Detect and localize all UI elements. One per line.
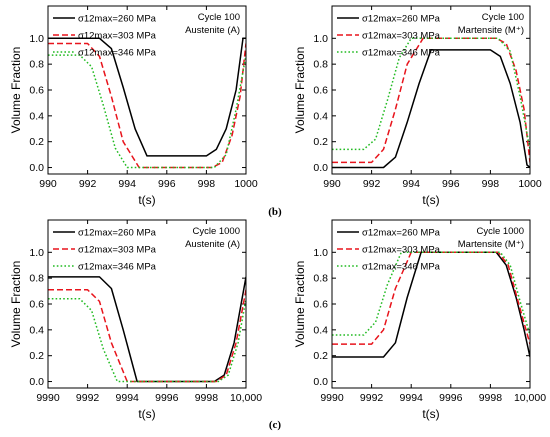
plot-frame xyxy=(331,219,531,389)
plot-frame xyxy=(47,219,247,389)
plot-frame xyxy=(47,5,247,175)
x-tick-label: 990 xyxy=(39,178,57,190)
y-tick-label: 0.6 xyxy=(313,299,328,311)
y-axis-label: Volume Fraction xyxy=(9,261,23,348)
chart-panel: 990 992 994 996 998 1000 0.0 0.2 0.4 0.6 0.8 1.0 t(s… xyxy=(9,5,258,207)
legend-label: σ12max=260 MPa xyxy=(78,228,157,239)
x-tick-label: 9996 xyxy=(439,392,463,404)
x-tick-label: 994 xyxy=(402,178,420,190)
panel-annotation: Martensite (M⁺) xyxy=(458,239,524,250)
x-axis-label: t(s) xyxy=(138,193,155,207)
legend-label: σ12max=303 MPa xyxy=(362,245,441,256)
x-tick-label: 9998 xyxy=(195,392,219,404)
panel-label-c: (c) xyxy=(269,419,282,431)
legend-label: σ12max=260 MPa xyxy=(362,14,441,25)
x-tick-label: 990 xyxy=(323,178,341,190)
y-tick-label: 0.4 xyxy=(313,110,328,122)
panel-annotation: Cycle 1000 xyxy=(192,226,240,237)
x-tick-label: 1000 xyxy=(234,178,258,190)
x-tick-label: 9994 xyxy=(400,392,424,404)
x-axis-label: t(s) xyxy=(422,193,439,207)
x-tick-label: 998 xyxy=(482,178,500,190)
y-tick-label: 0.8 xyxy=(29,273,44,285)
panel-annotation: Martensite (M⁺) xyxy=(458,25,524,36)
y-tick-label: 0.2 xyxy=(313,350,328,362)
y-tick-label: 0.2 xyxy=(29,136,44,148)
x-tick-label: 9992 xyxy=(360,392,384,404)
x-tick-label: 992 xyxy=(363,178,381,190)
series-line-2 xyxy=(48,289,246,383)
series-line-3 xyxy=(48,54,246,169)
panel-annotation: Cycle 1000 xyxy=(476,226,524,237)
series-line-2 xyxy=(332,37,530,164)
x-tick-label: 996 xyxy=(158,178,176,190)
panel-annotation: Austenite (A) xyxy=(185,239,240,250)
legend-label: σ12max=346 MPa xyxy=(78,48,157,59)
panel-annotation: Austenite (A) xyxy=(185,25,240,36)
y-tick-label: 0.8 xyxy=(29,59,44,71)
chart-panel: 9990 9992 9994 9996 9998 10,000 0.0 0.2 0.4 0.6 0.… xyxy=(9,219,262,421)
legend-label: σ12max=303 MPa xyxy=(362,31,441,42)
x-tick-label: 998 xyxy=(198,178,216,190)
x-tick-label: 9992 xyxy=(76,392,100,404)
y-axis-label: Volume Fraction xyxy=(9,47,23,134)
y-tick-label: 0.6 xyxy=(29,299,44,311)
series-line-1 xyxy=(48,276,246,383)
y-tick-label: 0.2 xyxy=(313,136,328,148)
y-tick-label: 0.0 xyxy=(313,162,328,174)
x-tick-label: 994 xyxy=(118,178,136,190)
legend-label: σ12max=346 MPa xyxy=(78,262,157,273)
y-tick-label: 0.4 xyxy=(29,324,44,336)
x-tick-label: 10,000 xyxy=(230,392,262,404)
legend-label: σ12max=346 MPa xyxy=(362,262,441,273)
x-axis-label: t(s) xyxy=(138,407,155,421)
y-tick-label: 1.0 xyxy=(313,33,328,45)
y-tick-label: 0.0 xyxy=(29,376,44,388)
x-tick-label: 992 xyxy=(79,178,97,190)
y-axis-label: Volume Fraction xyxy=(293,47,307,134)
y-tick-label: 1.0 xyxy=(29,247,44,259)
chart-panel: 9990 9992 9994 9996 9998 10,000 0.0 0.2 0.4 0.6 0.… xyxy=(293,219,546,421)
series-line-1 xyxy=(48,37,246,157)
y-tick-label: 0.6 xyxy=(313,85,328,97)
series-line-3 xyxy=(48,298,246,383)
y-tick-label: 0.0 xyxy=(313,376,328,388)
y-tick-label: 1.0 xyxy=(29,33,44,45)
x-tick-label: 9990 xyxy=(36,392,60,404)
legend-label: σ12max=303 MPa xyxy=(78,31,157,42)
x-tick-label: 9998 xyxy=(479,392,503,404)
x-tick-label: 9990 xyxy=(320,392,344,404)
panel-label-b: (b) xyxy=(268,206,282,218)
y-tick-label: 0.2 xyxy=(29,350,44,362)
y-tick-label: 1.0 xyxy=(313,247,328,259)
y-axis-label: Volume Fraction xyxy=(293,261,307,348)
series-line-1 xyxy=(332,251,530,358)
series-line-1 xyxy=(332,49,530,169)
x-tick-label: 9994 xyxy=(116,392,140,404)
y-tick-label: 0.6 xyxy=(29,85,44,97)
y-tick-label: 0.4 xyxy=(29,110,44,122)
y-tick-label: 0.0 xyxy=(29,162,44,174)
x-tick-label: 996 xyxy=(442,178,460,190)
x-axis-label: t(s) xyxy=(422,407,439,421)
legend-label: σ12max=303 MPa xyxy=(78,245,157,256)
series-line-3 xyxy=(332,37,530,151)
x-tick-label: 1000 xyxy=(518,178,542,190)
panel-annotation: Cycle 100 xyxy=(482,12,524,23)
legend-label: σ12max=260 MPa xyxy=(78,14,157,25)
y-tick-label: 0.8 xyxy=(313,59,328,71)
chart-panel: 990 992 994 996 998 1000 0.0 0.2 0.4 0.6 0.8 1.0 t(s… xyxy=(293,5,542,207)
y-tick-label: 0.4 xyxy=(313,324,328,336)
x-tick-label: 9996 xyxy=(155,392,179,404)
legend-label: σ12max=346 MPa xyxy=(362,48,441,59)
plot-frame xyxy=(331,5,531,175)
y-tick-label: 0.8 xyxy=(313,273,328,285)
legend-label: σ12max=260 MPa xyxy=(362,228,441,239)
panel-annotation: Cycle 100 xyxy=(198,12,240,23)
x-tick-label: 10,000 xyxy=(514,392,546,404)
